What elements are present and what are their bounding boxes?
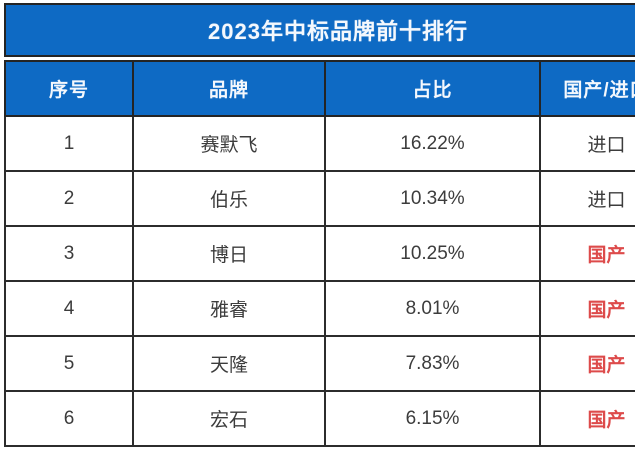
- rank-cell: 3: [4, 225, 134, 282]
- brand-cell: 雅睿: [132, 280, 326, 337]
- ranking-table: 序号 品牌 占比 国产/进口 1 赛默飞 16.22% 进口 2 伯乐 10.3…: [4, 60, 635, 447]
- origin-cell: 进口: [539, 115, 635, 172]
- ranking-table-sheet: 2023年中标品牌前十排行 序号 品牌 占比 国产/进口 1 赛默飞 16.22…: [4, 3, 635, 447]
- rank-cell: 5: [4, 335, 134, 392]
- table-row: 1 赛默飞 16.22% 进口: [4, 115, 635, 172]
- table-row: 4 雅睿 8.01% 国产: [4, 280, 635, 337]
- rank-cell: 4: [4, 280, 134, 337]
- origin-cell: 国产: [539, 280, 635, 337]
- share-cell: 7.83%: [324, 335, 541, 392]
- table-row: 3 博日 10.25% 国产: [4, 225, 635, 282]
- table-header-row: 序号 品牌 占比 国产/进口: [4, 60, 635, 117]
- table-body: 1 赛默飞 16.22% 进口 2 伯乐 10.34% 进口 3 博日 10.2…: [4, 115, 635, 447]
- table-row: 2 伯乐 10.34% 进口: [4, 170, 635, 227]
- table-title: 2023年中标品牌前十排行: [208, 19, 468, 44]
- brand-cell: 伯乐: [132, 170, 326, 227]
- column-header-rank: 序号: [4, 60, 134, 117]
- share-cell: 10.25%: [324, 225, 541, 282]
- column-header-share: 占比: [324, 60, 541, 117]
- brand-cell: 宏石: [132, 390, 326, 447]
- share-cell: 16.22%: [324, 115, 541, 172]
- column-header-brand: 品牌: [132, 60, 326, 117]
- origin-cell: 国产: [539, 390, 635, 447]
- share-cell: 8.01%: [324, 280, 541, 337]
- table-title-bar: 2023年中标品牌前十排行: [4, 3, 635, 57]
- table-row: 6 宏石 6.15% 国产: [4, 390, 635, 447]
- brand-cell: 赛默飞: [132, 115, 326, 172]
- table-row: 5 天隆 7.83% 国产: [4, 335, 635, 392]
- brand-cell: 天隆: [132, 335, 326, 392]
- origin-cell: 国产: [539, 335, 635, 392]
- share-cell: 10.34%: [324, 170, 541, 227]
- column-header-origin: 国产/进口: [539, 60, 635, 117]
- rank-cell: 2: [4, 170, 134, 227]
- brand-cell: 博日: [132, 225, 326, 282]
- origin-cell: 国产: [539, 225, 635, 282]
- origin-cell: 进口: [539, 170, 635, 227]
- rank-cell: 6: [4, 390, 134, 447]
- rank-cell: 1: [4, 115, 134, 172]
- share-cell: 6.15%: [324, 390, 541, 447]
